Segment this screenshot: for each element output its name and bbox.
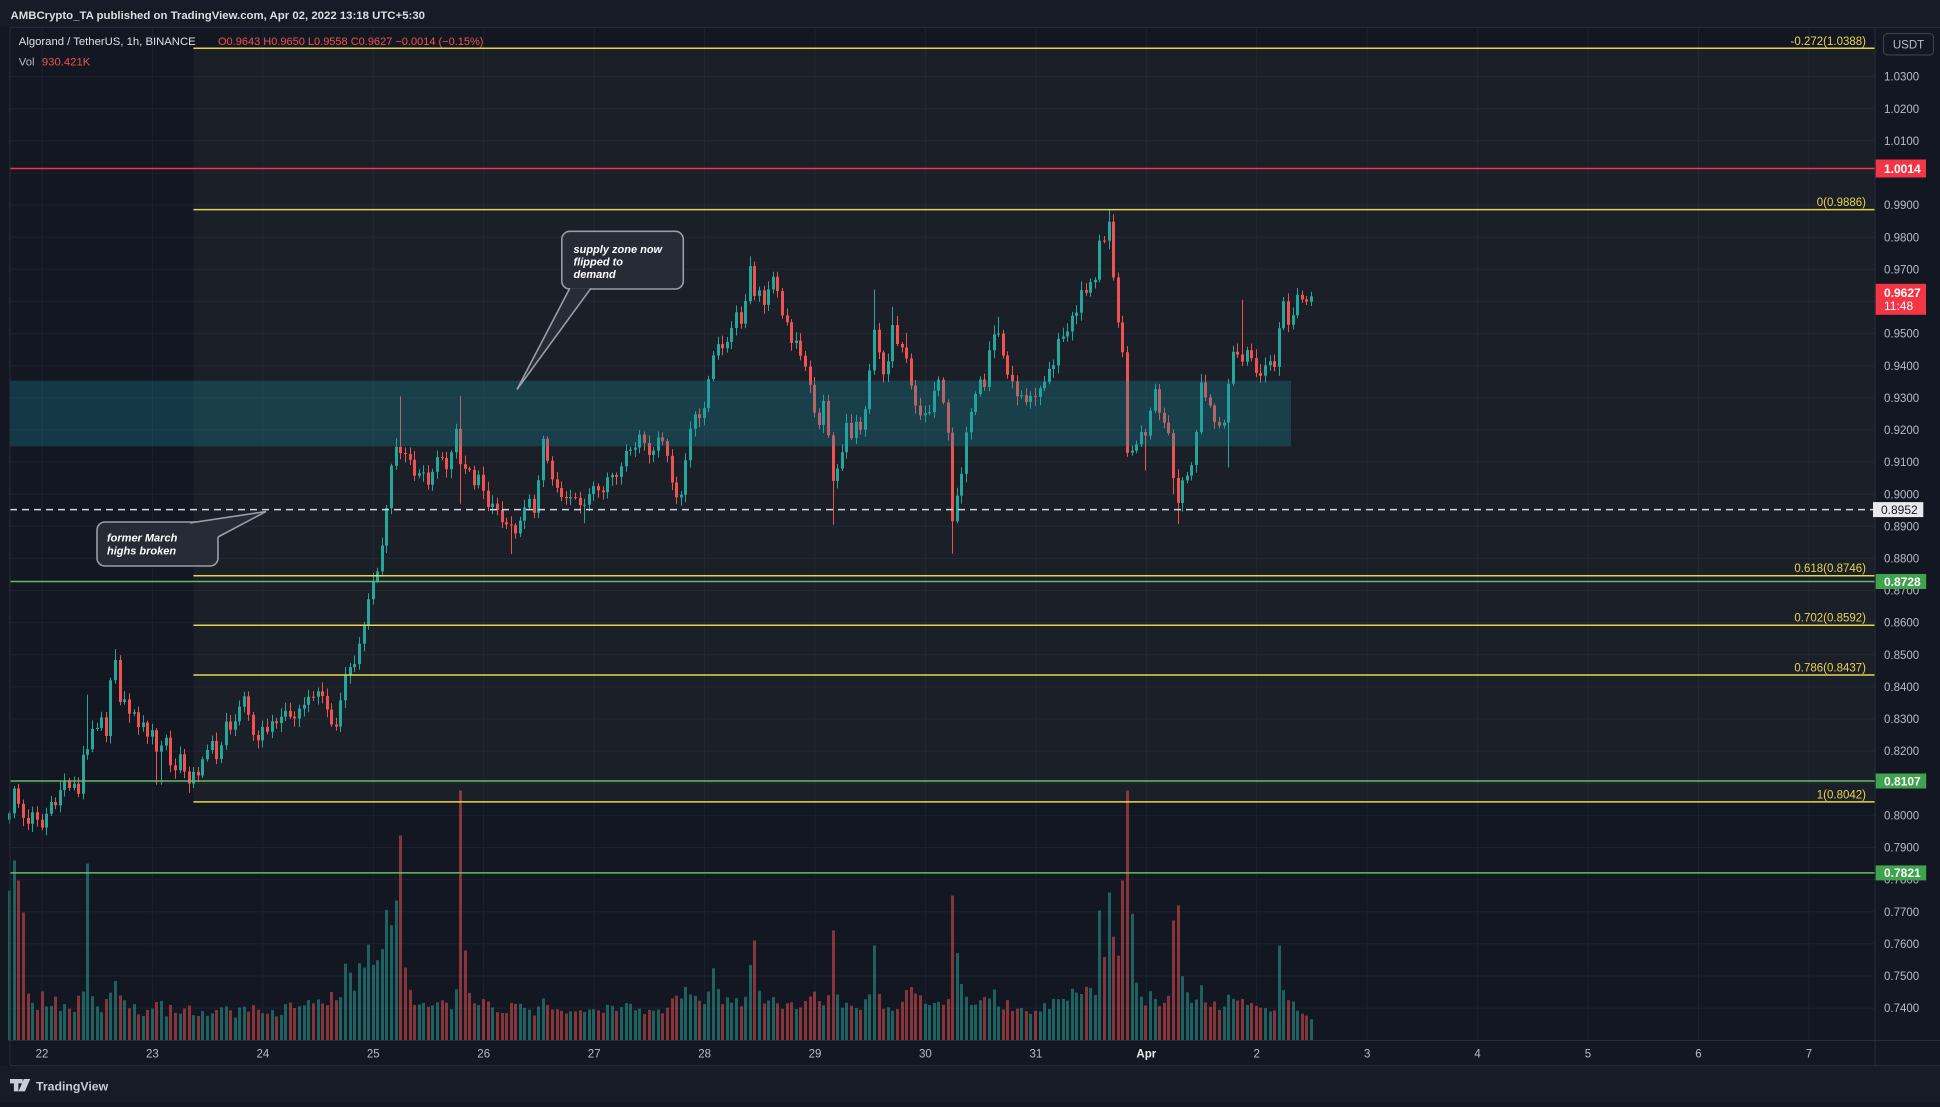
svg-text:O0.9643 H0.9650 L0.9558 C0.: O0.9643 H0.9650 L0.9558 C0.9627 −0.0014 … [218,36,483,48]
svg-text:0.7700: 0.7700 [1884,907,1919,919]
svg-text:0.8600: 0.8600 [1884,618,1919,630]
svg-text:0.9800: 0.9800 [1884,232,1919,244]
svg-text:0.8500: 0.8500 [1884,650,1919,662]
svg-text:flipped to: flipped to [574,256,624,268]
svg-text:0.9627: 0.9627 [1884,286,1921,300]
svg-text:2: 2 [1253,1049,1259,1061]
svg-text:0.8107: 0.8107 [1884,774,1921,788]
svg-text:1.0300: 1.0300 [1884,72,1919,84]
svg-text:11:48: 11:48 [1884,299,1913,313]
svg-text:0.7400: 0.7400 [1884,1003,1919,1015]
svg-text:0.8000: 0.8000 [1884,811,1919,823]
svg-text:930.421K: 930.421K [42,57,91,69]
svg-text:0.7900: 0.7900 [1884,843,1919,855]
svg-text:0.9500: 0.9500 [1884,329,1919,341]
svg-text:0.8300: 0.8300 [1884,714,1919,726]
svg-text:0.8952: 0.8952 [1881,503,1918,517]
svg-text:0.9300: 0.9300 [1884,393,1919,405]
svg-text:former March: former March [107,533,178,545]
svg-text:0.7600: 0.7600 [1884,939,1919,951]
svg-text:25: 25 [367,1049,380,1061]
svg-text:0.8200: 0.8200 [1884,746,1919,758]
svg-text:30: 30 [919,1049,932,1061]
svg-text:0.7821: 0.7821 [1884,866,1921,880]
svg-text:1.0200: 1.0200 [1884,104,1919,116]
svg-text:0(0.9886): 0(0.9886) [1817,197,1866,209]
svg-text:5: 5 [1585,1049,1591,1061]
svg-text:24: 24 [257,1049,270,1061]
svg-text:0.9400: 0.9400 [1884,361,1919,373]
svg-text:Algorand / TetherUS, 1h, BINAN: Algorand / TetherUS, 1h, BINANCE [19,36,196,48]
svg-text:0.702(0.8592): 0.702(0.8592) [1794,613,1866,625]
svg-text:28: 28 [698,1049,711,1061]
svg-text:1.0100: 1.0100 [1884,136,1919,148]
svg-text:0.618(0.8746): 0.618(0.8746) [1794,563,1866,575]
svg-text:0.8400: 0.8400 [1884,682,1919,694]
svg-text:0.9100: 0.9100 [1884,457,1919,469]
svg-text:22: 22 [36,1049,49,1061]
svg-text:27: 27 [588,1049,601,1061]
svg-text:29: 29 [809,1049,822,1061]
svg-text:-0.272(1.0388): -0.272(1.0388) [1791,36,1867,48]
svg-text:AMBCrypto_TA published on Trad: AMBCrypto_TA published on TradingView.co… [11,10,426,22]
svg-text:0.786(0.8437): 0.786(0.8437) [1794,663,1866,675]
svg-text:0.8728: 0.8728 [1884,575,1921,589]
svg-text:0.8800: 0.8800 [1884,554,1919,566]
svg-text:Apr: Apr [1136,1049,1156,1061]
svg-text:7: 7 [1806,1049,1812,1061]
svg-text:USDT: USDT [1893,40,1924,52]
svg-text:Vol: Vol [19,57,35,69]
svg-text:31: 31 [1030,1049,1043,1061]
svg-text:demand: demand [574,269,616,281]
svg-text:23: 23 [146,1049,159,1061]
svg-text:4: 4 [1474,1049,1481,1061]
svg-text:1(0.8042): 1(0.8042) [1817,789,1866,801]
svg-text:1.0014: 1.0014 [1884,162,1921,176]
svg-text:0.9200: 0.9200 [1884,425,1919,437]
svg-text:0.9700: 0.9700 [1884,264,1919,276]
svg-text:0.7500: 0.7500 [1884,971,1919,983]
svg-text:0.8900: 0.8900 [1884,521,1919,533]
svg-text:6: 6 [1695,1049,1701,1061]
svg-text:0.9900: 0.9900 [1884,200,1919,212]
svg-text:highs broken: highs broken [107,546,176,558]
svg-text:3: 3 [1364,1049,1370,1061]
svg-text:TradingView: TradingView [36,1080,109,1094]
svg-text:supply zone now: supply zone now [574,244,664,256]
svg-text:26: 26 [477,1049,490,1061]
svg-text:0.9000: 0.9000 [1884,489,1919,501]
